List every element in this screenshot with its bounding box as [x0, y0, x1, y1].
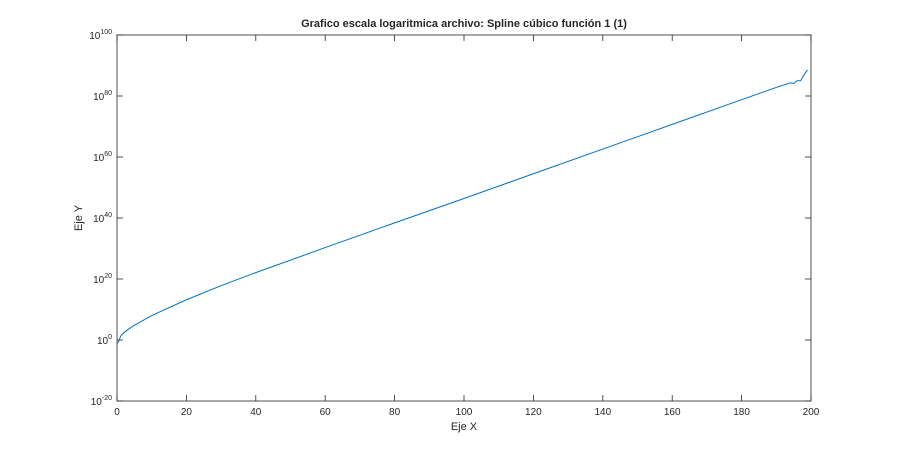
x-tick-label: 40: [250, 407, 262, 418]
y-tick-label: 1020: [93, 273, 112, 286]
chart-title: Grafico escala logaritmica archivo: Spli…: [301, 18, 627, 30]
y-tick-label: 100: [97, 334, 112, 347]
y-tick-label: 1060: [93, 151, 112, 164]
x-tick-label: 160: [664, 407, 681, 418]
y-tick-label: 1080: [93, 90, 112, 103]
x-tick-label: 140: [594, 407, 611, 418]
x-tick-label: 0: [114, 407, 120, 418]
x-tick-label: 60: [320, 407, 332, 418]
x-tick-label: 200: [803, 407, 820, 418]
x-axis-label: Eje X: [451, 421, 478, 433]
y-tick-label: 10100: [89, 29, 112, 42]
x-tick-label: 20: [181, 407, 193, 418]
x-tick-label: 180: [733, 407, 750, 418]
x-tick-label: 80: [389, 407, 401, 418]
series-line: [116, 69, 808, 344]
x-tick-label: 100: [456, 407, 473, 418]
axis-ticks: [116, 34, 812, 402]
tick-labels: 0 20 40 60 80 100 120 140 160 180 200 10-20 100 1020 1…: [89, 29, 820, 418]
y-axis-label: Eje Y: [73, 204, 85, 231]
x-tick-label: 120: [525, 407, 542, 418]
y-tick-label: 1040: [93, 212, 112, 225]
plot-area: [116, 34, 812, 402]
y-tick-label: 10-20: [91, 395, 112, 408]
